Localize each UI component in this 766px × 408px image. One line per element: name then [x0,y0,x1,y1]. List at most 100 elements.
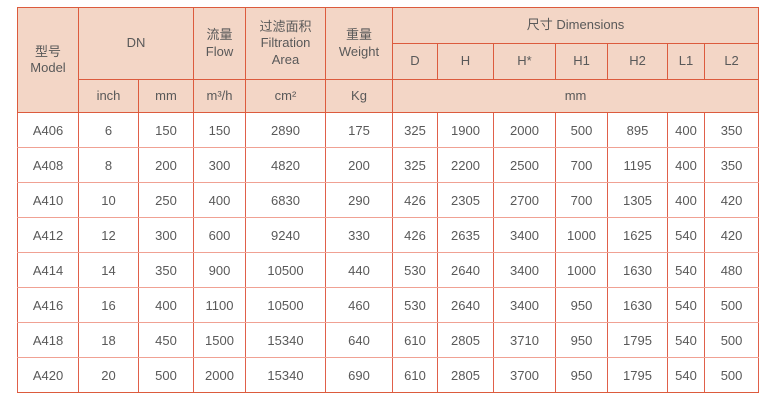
value-cell: 2805 [437,322,494,358]
header-dim-h1: H1 [555,43,608,80]
header-filtration-en2: Area [271,51,300,67]
value-cell: 2635 [437,217,494,253]
value-cell: 1630 [607,252,668,288]
value-cell: 2805 [437,357,494,393]
value-cell: 200 [325,147,393,183]
table-row: A408 8 200 300 4820 200 325 2200 2500 700 1195 400 3… [17,147,760,183]
value-cell: 500 [138,357,194,393]
value-cell: 15340 [245,322,326,358]
value-cell: 500 [555,112,608,148]
value-cell: 426 [392,217,438,253]
value-cell: 250 [138,182,194,218]
value-cell: 450 [138,322,194,358]
header-dimensions: 尺寸 Dimensions [391,7,760,44]
header-row-units: inch mm m³/h cm² Kg mm [18,79,760,113]
value-cell: 3700 [493,357,556,393]
value-cell: 1795 [607,322,668,358]
model-cell: A418 [17,322,79,358]
value-cell: 1900 [437,112,494,148]
header-dim-hstar: H* [493,43,556,80]
value-cell: 10 [78,182,139,218]
model-cell: A414 [17,252,79,288]
value-cell: 10500 [245,287,326,323]
value-cell: 540 [667,322,705,358]
header-model-en: Model [30,60,66,75]
specification-table: 型号 Model DN 流量 Flow 过滤面积 Filtration Area… [17,7,760,393]
header-weight: 重量 Weight [325,7,393,80]
model-cell: A412 [17,217,79,253]
header-flow-en: Flow [205,43,234,59]
value-cell: 2640 [437,287,494,323]
value-cell: 420 [703,217,760,253]
value-cell: 14 [78,252,139,288]
header-weight-en: Weight [338,43,380,59]
value-cell: 426 [392,182,438,218]
value-cell: 20 [78,357,139,393]
value-cell: 530 [392,252,438,288]
table-row: A406 6 150 150 2890 175 325 1900 2000 500 895 400 35… [17,112,760,148]
value-cell: 1795 [607,357,668,393]
value-cell: 500 [703,357,760,393]
value-cell: 1305 [607,182,668,218]
model-cell: A408 [17,147,79,183]
header-flow: 流量 Flow [193,7,246,80]
value-cell: 950 [555,322,608,358]
header-filtration-area: 过滤面积 Filtration Area [245,7,326,80]
value-cell: 500 [703,322,760,358]
table-row: A412 12 300 600 9240 330 426 2635 3400 1000 1625 54… [17,217,760,253]
value-cell: 3400 [493,217,556,253]
header-dim-h2: H2 [607,43,668,80]
value-cell: 690 [325,357,393,393]
value-cell: 1630 [607,287,668,323]
value-cell: 350 [138,252,194,288]
table-row: A418 18 450 1500 15340 640 610 2805 3710 950 1795 5… [17,322,760,358]
unit-area: cm² [245,79,326,113]
value-cell: 150 [138,112,194,148]
header-model: 型号 Model [17,7,79,113]
value-cell: 2890 [245,112,326,148]
value-cell: 16 [78,287,139,323]
value-cell: 2640 [437,252,494,288]
value-cell: 290 [325,182,393,218]
table-body: A406 6 150 150 2890 175 325 1900 2000 500 895 400 35… [17,112,760,393]
header-dim-l1: L1 [667,43,705,80]
value-cell: 12 [78,217,139,253]
value-cell: 2500 [493,147,556,183]
model-cell: A410 [17,182,79,218]
header-filtration-zh: 过滤面积 [259,19,312,35]
value-cell: 350 [703,112,760,148]
value-cell: 6830 [245,182,326,218]
value-cell: 400 [667,112,705,148]
value-cell: 1625 [607,217,668,253]
value-cell: 400 [193,182,246,218]
value-cell: 540 [667,217,705,253]
value-cell: 950 [555,357,608,393]
header-dim-d: D [392,43,438,80]
value-cell: 2700 [493,182,556,218]
table-row: A410 10 250 400 6830 290 426 2305 2700 700 1305 400… [17,182,760,218]
value-cell: 9240 [245,217,326,253]
header-model-zh: 型号 [34,43,61,59]
value-cell: 400 [667,182,705,218]
value-cell: 4820 [245,147,326,183]
value-cell: 3400 [493,287,556,323]
value-cell: 3710 [493,322,556,358]
value-cell: 2000 [193,357,246,393]
unit-flow: m³/h [193,79,246,113]
value-cell: 640 [325,322,393,358]
value-cell: 440 [325,252,393,288]
value-cell: 530 [392,287,438,323]
header-dn: DN [78,7,194,80]
value-cell: 15340 [245,357,326,393]
value-cell: 325 [392,147,438,183]
value-cell: 540 [667,252,705,288]
value-cell: 2305 [437,182,494,218]
model-cell: A420 [17,357,79,393]
value-cell: 600 [193,217,246,253]
value-cell: 2000 [493,112,556,148]
value-cell: 420 [703,182,760,218]
value-cell: 300 [138,217,194,253]
table-header: 型号 Model DN 流量 Flow 过滤面积 Filtration Area… [17,7,760,113]
value-cell: 500 [703,287,760,323]
value-cell: 540 [667,357,705,393]
